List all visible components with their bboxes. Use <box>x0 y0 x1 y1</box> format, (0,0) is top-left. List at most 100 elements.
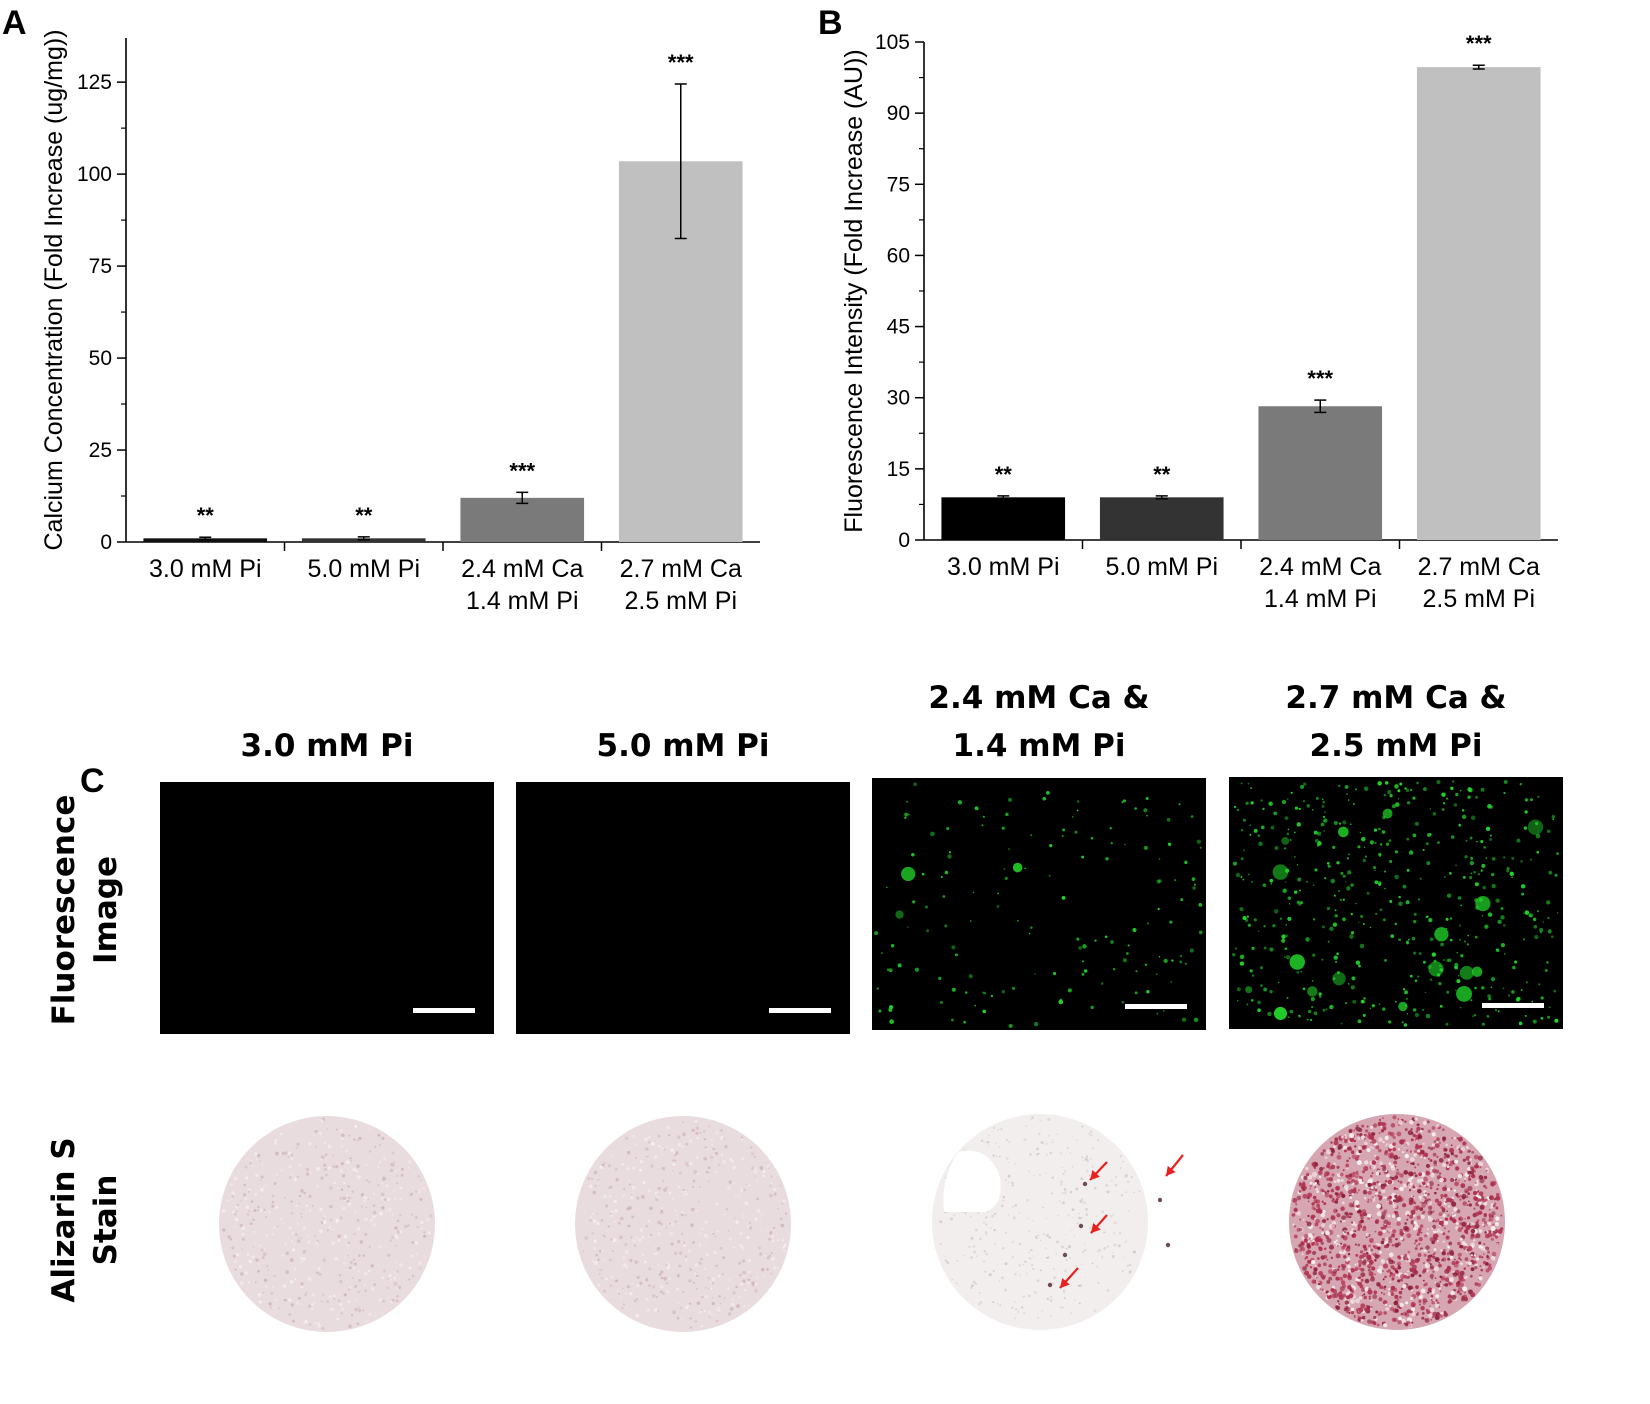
stain-deposit <box>1062 1252 1068 1258</box>
stain-particle <box>346 1244 350 1248</box>
stain-particle <box>628 1179 631 1182</box>
stain-particle <box>300 1285 304 1289</box>
fluorescence-particle <box>1387 789 1392 794</box>
stain-particle <box>1449 1160 1454 1164</box>
stain-particle <box>659 1210 664 1215</box>
stain-particle <box>1381 1226 1385 1230</box>
stain-particle <box>1371 1198 1376 1203</box>
stain-particle <box>1412 1185 1416 1189</box>
stain-particle <box>638 1238 642 1242</box>
stain-particle <box>1478 1245 1482 1249</box>
stain-particle <box>257 1153 261 1158</box>
stain-particle <box>336 1186 339 1189</box>
stain-particle <box>665 1226 668 1229</box>
stain-particle <box>1447 1214 1450 1217</box>
stain-particle <box>675 1151 679 1155</box>
fluorescence-particle <box>1441 808 1445 811</box>
stain-particle <box>1410 1302 1416 1308</box>
fluorescence-particle <box>1239 961 1244 966</box>
stain-particle <box>344 1199 346 1202</box>
stain-particle <box>1451 1214 1455 1218</box>
stain-particle <box>1397 1118 1400 1120</box>
fluorescence-particle <box>1233 805 1237 809</box>
stain-particle <box>1051 1282 1055 1285</box>
stain-particle <box>1380 1215 1386 1220</box>
fluorescence-particle <box>1476 840 1478 843</box>
stain-particle <box>1344 1300 1350 1305</box>
stain-particle <box>731 1302 735 1307</box>
fluorescence-particle <box>1270 826 1275 830</box>
stain-particle <box>315 1242 319 1246</box>
stain-particle <box>1490 1225 1496 1231</box>
stain-particle <box>1371 1147 1374 1150</box>
stain-particle <box>391 1151 395 1155</box>
fluorescence-particle <box>1242 878 1245 881</box>
fluorescence-particle <box>1434 927 1449 942</box>
stain-particle <box>1298 1227 1303 1232</box>
stain-particle <box>1410 1258 1414 1262</box>
stain-particle <box>756 1208 761 1213</box>
fluorescence-particle <box>1179 955 1183 958</box>
stain-particle <box>1378 1183 1382 1186</box>
stain-particle <box>416 1226 419 1228</box>
stain-particle <box>1348 1157 1351 1160</box>
stain-particle <box>250 1159 253 1162</box>
stain-particle <box>1348 1129 1352 1134</box>
fluorescence-particle <box>1267 1011 1272 1017</box>
stain-particle <box>1444 1283 1449 1287</box>
stain-particle <box>759 1218 762 1220</box>
stain-particle <box>1336 1213 1341 1218</box>
stain-particle <box>680 1317 683 1320</box>
stain-particle <box>235 1204 239 1209</box>
fluorescence-particle <box>1315 796 1319 800</box>
fluorescence-particle <box>1337 890 1341 893</box>
stain-particle <box>1400 1287 1404 1291</box>
stain-particle <box>1448 1277 1454 1283</box>
fluorescence-particle <box>1272 864 1289 880</box>
stain-particle <box>1002 1195 1005 1199</box>
stain-particle <box>742 1275 745 1278</box>
fluorescence-particle <box>1481 986 1485 990</box>
stain-particle <box>1330 1141 1333 1144</box>
stain-particle <box>1441 1258 1444 1262</box>
stain-particle <box>394 1234 398 1239</box>
stain-particle <box>248 1210 251 1213</box>
stain-particle <box>1339 1220 1343 1223</box>
stain-particle <box>1367 1182 1372 1187</box>
fluorescence-particle <box>1484 924 1489 929</box>
stain-particle <box>364 1271 368 1276</box>
fluorescence-particle <box>1257 1008 1261 1013</box>
stain-particle <box>271 1194 275 1198</box>
stain-particle <box>1386 1260 1389 1263</box>
fluorescence-particle <box>954 953 959 957</box>
stain-particle <box>609 1188 612 1191</box>
stain-particle <box>1442 1213 1446 1218</box>
row-title-line: Image <box>88 856 124 964</box>
stain-particle <box>1311 1202 1315 1206</box>
stain-particle <box>1354 1180 1359 1185</box>
stain-particle <box>1011 1241 1013 1243</box>
stain-particle <box>1081 1156 1083 1159</box>
fluorescence-particle <box>1378 827 1381 831</box>
stain-particle <box>708 1180 710 1183</box>
fluorescence-particle <box>1388 839 1392 843</box>
fluorescence-particle <box>1471 966 1483 978</box>
stain-particle <box>698 1200 700 1203</box>
stain-particle <box>226 1199 230 1202</box>
stain-particle <box>1425 1170 1431 1176</box>
panel-c-image-grid: 3.0 mM Pi 5.0 mM Pi2.4 mM Ca &1.4 mM Pi2.… <box>46 680 1563 1332</box>
stain-particle <box>609 1213 614 1218</box>
stain-particle <box>1004 1288 1007 1292</box>
stain-particle <box>1410 1138 1414 1142</box>
stain-particle <box>227 1235 231 1239</box>
stain-particle <box>1356 1191 1359 1194</box>
fluorescence-particle <box>1321 798 1324 801</box>
fluorescence-particle <box>1464 855 1468 859</box>
stain-particle <box>754 1289 758 1293</box>
stain-particle <box>1433 1238 1437 1242</box>
stain-particle <box>1422 1268 1427 1273</box>
stain-particle <box>308 1209 312 1212</box>
stain-particle <box>357 1306 360 1309</box>
stain-particle <box>309 1323 312 1326</box>
stain-particle <box>1392 1267 1396 1271</box>
